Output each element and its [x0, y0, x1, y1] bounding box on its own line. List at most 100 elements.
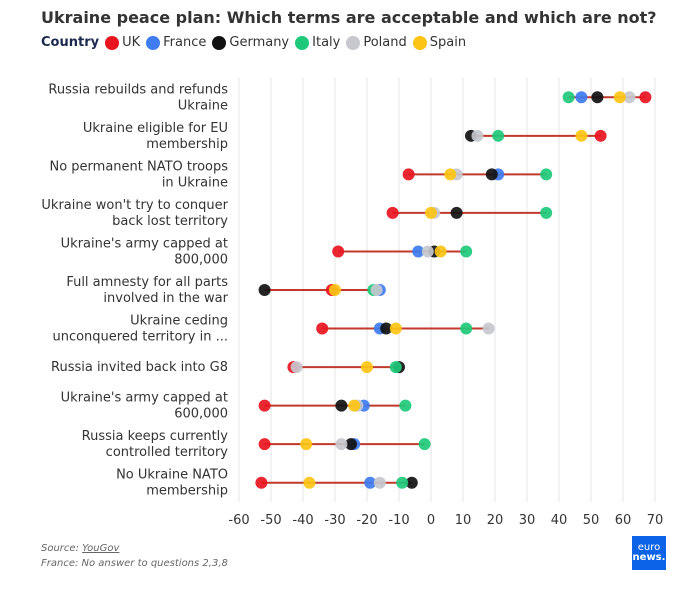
dot-italy [562, 91, 575, 104]
dot-uk [258, 438, 271, 451]
x-tick-label: 70 [647, 513, 664, 528]
dot-uk [386, 206, 399, 219]
dot-uk [332, 245, 345, 258]
dot-poland [335, 438, 348, 451]
dot-uk [255, 476, 268, 489]
dot-spain [389, 322, 402, 335]
category-label: Ukraine's army capped at [61, 391, 228, 406]
dot-germany [405, 476, 418, 489]
dot-germany [450, 206, 463, 219]
x-tick-label: 0 [427, 513, 435, 528]
dot-spain [434, 245, 447, 258]
dot-poland [290, 361, 303, 374]
source-link[interactable]: YouGov [82, 543, 120, 554]
dot-italy [396, 476, 409, 489]
x-tick-label: 60 [615, 513, 632, 528]
category-label: No permanent NATO troops [49, 159, 228, 174]
category-label: Full amnesty for all parts [66, 275, 228, 290]
dot-poland [373, 476, 386, 489]
dot-spain [361, 361, 373, 374]
category-label: membership [146, 137, 228, 152]
category-label: unconquered territory in ... [52, 330, 228, 345]
dot-uk [258, 399, 271, 412]
category-label: involved in the war [103, 291, 228, 306]
dot-italy [389, 361, 402, 374]
category-label: Russia rebuilds and refunds [48, 82, 228, 97]
dot-uk [594, 129, 607, 142]
dot-germany [335, 399, 348, 412]
legend-title: Country [41, 35, 100, 50]
dot-uk [639, 91, 652, 104]
legend-item-france[interactable]: France [146, 35, 206, 50]
legend-item-germany[interactable]: Germany [212, 35, 289, 50]
category-label: No Ukraine NATO [116, 468, 228, 483]
legend-swatch [146, 35, 161, 50]
logo-line1: euro [637, 542, 661, 553]
dot-spain [425, 206, 437, 219]
category-label: Ukraine ceding [130, 314, 228, 329]
legend-item-spain[interactable]: Spain [412, 35, 467, 50]
dot-spain [444, 168, 457, 181]
dot-germany [258, 284, 271, 296]
dot-uk [316, 322, 329, 335]
legend-item-uk[interactable]: UK [105, 35, 140, 50]
legend-label: Spain [429, 35, 467, 50]
dot-france [575, 91, 588, 104]
dot-poland [471, 129, 484, 142]
dot-poland [482, 322, 495, 335]
dot-spain [575, 129, 588, 142]
dot-italy [460, 322, 473, 335]
legend-swatch [295, 35, 310, 50]
category-label: Russia keeps currently [82, 429, 229, 444]
legend-swatch [212, 35, 227, 50]
dot-poland [421, 245, 434, 258]
dot-poland [623, 91, 636, 104]
x-tick-label: -10 [388, 513, 409, 528]
dot-italy [492, 129, 505, 142]
category-label: Russia invited back into G8 [51, 360, 228, 375]
legend-label: UK [122, 35, 141, 50]
category-label: Ukraine eligible for EU [83, 121, 228, 136]
legend-swatch [346, 35, 361, 50]
x-tick-label: -30 [324, 513, 345, 528]
footer: Source: YouGov France: No answer to ques… [41, 541, 228, 571]
dot-spain [329, 284, 341, 296]
x-tick-label: 40 [551, 513, 568, 528]
dot-italy [540, 168, 553, 181]
dot-plot: -60 -50 -40 -30 -20 -10 0 10 20 30 40 50 60 70 Russia … [41, 78, 664, 528]
legend-item-poland[interactable]: Poland [346, 35, 407, 50]
legend-label: France [163, 35, 207, 50]
chart-title: Ukraine peace plan: Which terms are acce… [41, 8, 657, 27]
legend: Country UK France Germany Italy Poland Spain [41, 35, 472, 50]
dot-france [364, 476, 377, 489]
x-tick-label: 20 [487, 513, 504, 528]
source-label: Source: [41, 543, 83, 554]
dot-spain [348, 399, 361, 412]
category-label: Ukraine won't try to conquer [41, 198, 228, 213]
euronews-logo[interactable]: euro news. [632, 536, 666, 570]
dot-italy [399, 399, 412, 412]
legend-label: Germany [229, 35, 290, 50]
x-tick-label: -40 [292, 513, 313, 528]
footer-note: France: No answer to questions 2,3,8 [41, 558, 228, 569]
x-tick-label: 30 [519, 513, 536, 528]
category-label: 600,000 [174, 407, 228, 422]
dot-germany [380, 322, 393, 335]
legend-item-italy[interactable]: Italy [295, 35, 340, 50]
category-label: 800,000 [174, 252, 228, 267]
category-label: membership [146, 484, 228, 499]
x-tick-label: -20 [356, 513, 377, 528]
category-label: Ukraine [178, 98, 228, 113]
legend-swatch [412, 35, 427, 50]
dot-germany [591, 91, 604, 104]
dot-italy [540, 206, 553, 219]
legend-label: Italy [312, 35, 341, 50]
dot-italy [460, 245, 473, 258]
dot-spain [300, 438, 313, 451]
dot-france [412, 245, 425, 258]
legend-swatch [105, 35, 120, 50]
dot-poland [370, 284, 383, 296]
dot-spain [613, 91, 626, 104]
x-tick-label: 10 [455, 513, 472, 528]
x-tick-label: 50 [583, 513, 600, 528]
